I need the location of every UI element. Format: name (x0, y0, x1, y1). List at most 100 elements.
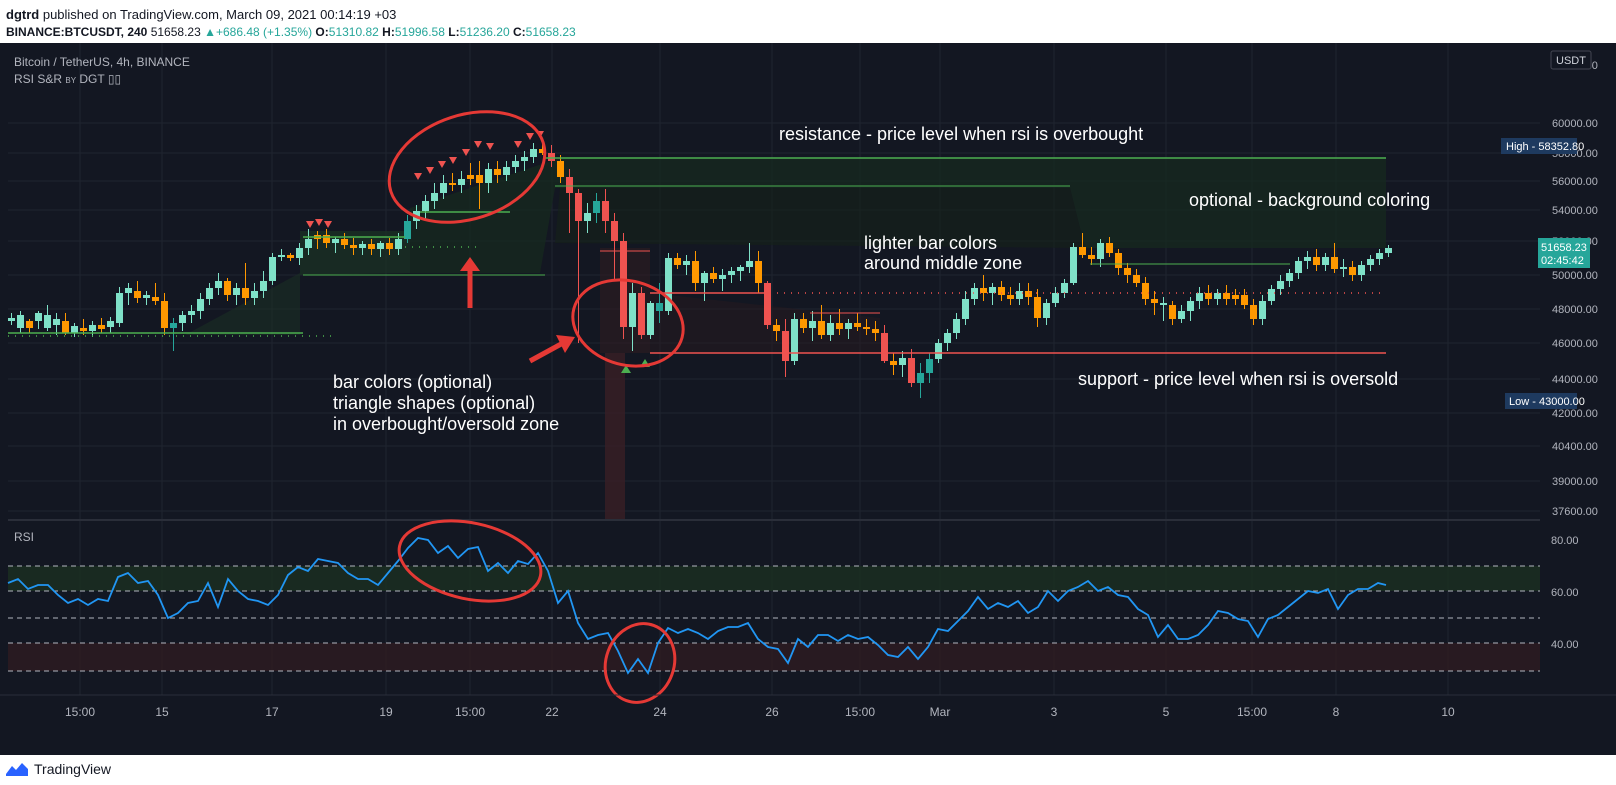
last-price-countdown: 02:45:42 (1541, 255, 1584, 267)
candle (584, 203, 591, 233)
candle (206, 283, 213, 305)
candle (179, 311, 186, 331)
chart-area[interactable]: resistance - price level when rsi is ove… (0, 43, 1616, 755)
candle (791, 313, 798, 365)
candle (800, 313, 807, 333)
candle (1340, 259, 1347, 277)
overbought-triangle (306, 221, 314, 228)
candle (629, 283, 636, 351)
candle (89, 321, 96, 337)
candle (1151, 291, 1158, 315)
candle (251, 283, 258, 305)
candle (962, 291, 969, 325)
candle (8, 313, 15, 325)
candle (197, 293, 204, 319)
candle (899, 351, 906, 377)
candle (620, 233, 627, 339)
price-tick: 44000.00 (1552, 374, 1598, 386)
candle (44, 305, 51, 331)
candle (566, 169, 573, 233)
candle (17, 311, 24, 333)
candle (764, 281, 771, 329)
chart-canvas[interactable]: resistance - price level when rsi is ove… (0, 43, 1616, 755)
annotation-texts: resistance - price level when rsi is ove… (333, 124, 1430, 434)
candle (269, 253, 276, 285)
rsi-legend[interactable]: RSI (14, 530, 34, 544)
symbol-label: BINANCE:BTCUSDT, 240 (6, 25, 148, 39)
candle (881, 325, 888, 363)
candle (1196, 287, 1203, 309)
open-label: O: (315, 25, 329, 39)
time-tick: 17 (265, 705, 279, 719)
legend: Bitcoin / TetherUS, 4h, BINANCE RSI S&R … (14, 55, 190, 544)
candle (1205, 285, 1212, 305)
legend-indicator[interactable]: RSI S&R BY DGT ▯▯ (14, 72, 121, 86)
overbought-triangle (449, 157, 457, 164)
candle (503, 161, 510, 181)
candle (1133, 269, 1140, 287)
price-tick: 40400.00 (1552, 441, 1598, 453)
annot-bar-1: bar colors (optional) (333, 372, 492, 392)
candle (872, 321, 879, 341)
candle (1025, 283, 1032, 305)
candle (62, 313, 69, 335)
candle (1214, 289, 1221, 305)
time-axis[interactable]: 15:00 15 17 19 15:00 22 24 26 15:00 Mar 3 5 15:00 8 10 (65, 705, 1455, 719)
price-tick: 56000.00 (1552, 176, 1598, 188)
candle (548, 145, 555, 167)
tradingview-icon (6, 763, 28, 776)
overbought-triangle (486, 143, 494, 150)
rsi-axis[interactable]: 80.00 60.00 40.00 (1551, 535, 1579, 651)
candle (143, 291, 150, 305)
currency-badge[interactable] (1550, 50, 1592, 70)
candle (890, 353, 897, 375)
candle (1268, 285, 1275, 305)
overbought-triangle (462, 149, 470, 156)
candle (116, 287, 123, 327)
candle (368, 239, 375, 255)
candle (827, 315, 834, 341)
candle (1034, 289, 1041, 327)
footer: TradingView (0, 755, 1616, 785)
author-name[interactable]: dgtrd (6, 7, 40, 22)
overbought-triangle (526, 133, 534, 140)
publish-line: dgtrd published on TradingView.com, Marc… (6, 7, 396, 22)
publish-info: published on TradingView.com, March 09, … (42, 7, 397, 22)
time-tick: 15:00 (1237, 705, 1267, 719)
candle (1142, 277, 1149, 305)
candle (98, 318, 105, 333)
rsi-tick-80: 80.00 (1551, 535, 1579, 547)
annot-lighter-1: lighter bar colors (864, 233, 997, 253)
candle (782, 319, 789, 377)
candle (26, 319, 33, 333)
candle (1007, 287, 1014, 305)
annot-resistance: resistance - price level when rsi is ove… (779, 124, 1143, 144)
close-value: 51658.23 (525, 25, 576, 39)
candle (728, 267, 735, 283)
candle (287, 253, 294, 261)
candle (935, 339, 942, 363)
close-label: C: (512, 25, 526, 39)
candle (854, 313, 861, 331)
candle (1124, 263, 1131, 283)
candle (575, 189, 582, 343)
candle (386, 238, 393, 255)
legend-title[interactable]: Bitcoin / TetherUS, 4h, BINANCE (14, 55, 190, 69)
annot-bar-3: in overbought/oversold zone (333, 414, 559, 434)
last-price: 51658.23 (150, 25, 201, 39)
overbought-triangle (438, 161, 446, 168)
candle (485, 163, 492, 193)
candle (953, 313, 960, 339)
price-axis[interactable]: 64000.0060000.0058000.0056000.0054000.00… (1552, 60, 1598, 518)
time-tick: 15 (155, 705, 169, 719)
rsi-overbought-zone (8, 566, 1540, 591)
tradingview-logo[interactable]: TradingView (6, 761, 111, 777)
candle (683, 255, 690, 275)
candle (1286, 269, 1293, 287)
time-tick: 26 (765, 705, 779, 719)
rsi-line (7, 537, 1387, 675)
time-tick: 22 (545, 705, 559, 719)
candle (1295, 257, 1302, 279)
time-tick: 24 (653, 705, 667, 719)
candle (494, 161, 501, 183)
